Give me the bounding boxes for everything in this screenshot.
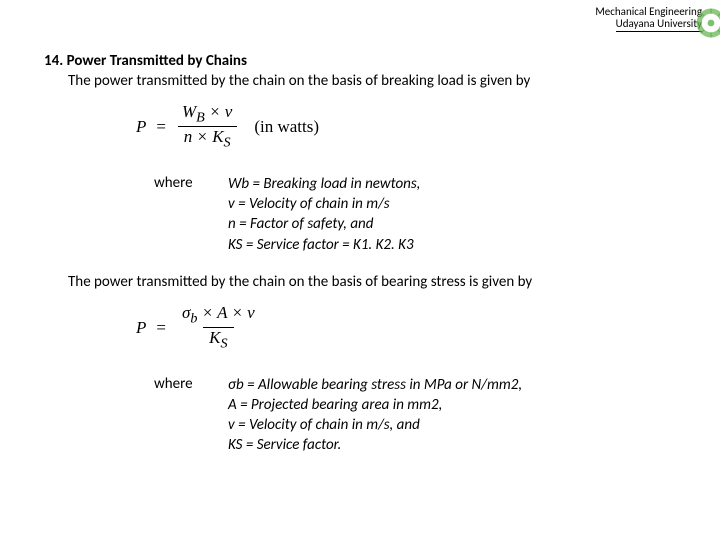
page-header: Mechanical Engineering Udayana Universit… (595, 6, 702, 32)
where-defs-1: Wb = Breaking load in newtons, v = Veloc… (228, 174, 420, 255)
where-label-2: where (154, 375, 228, 456)
formula2-numerator: σb × A × ν (176, 303, 261, 327)
formula1-fraction: WB × ν n × KS (176, 102, 238, 152)
main-content: 14. Power Transmitted by Chains The powe… (44, 52, 700, 474)
header-line2: Udayana University (616, 18, 702, 32)
where-block-2: where σb = Allowable bearing stress in M… (154, 375, 700, 456)
where2-line: v = Velocity of chain in m/s, and (228, 415, 522, 435)
intro-text-2: The power transmitted by the chain on th… (68, 273, 700, 291)
equals-sign: = (156, 318, 166, 338)
where1-line: KS = Service factor = K1. K2. K3 (228, 235, 420, 255)
where2-line: KS = Service factor. (228, 435, 522, 455)
where1-line: n = Factor of safety, and (228, 214, 420, 234)
formula2-denominator: KS (203, 327, 233, 352)
where-label-1: where (154, 174, 228, 255)
section-title: 14. Power Transmitted by Chains (44, 52, 700, 70)
where2-line: σb = Allowable bearing stress in MPa or … (228, 375, 522, 395)
formula-breaking-load: P = WB × ν n × KS (in watts) (136, 102, 700, 152)
formula1-lhs: P (136, 117, 146, 137)
intro-text-1: The power transmitted by the chain on th… (68, 72, 700, 90)
formula1-note: (in watts) (254, 117, 319, 137)
where1-line: Wb = Breaking load in newtons, (228, 174, 420, 194)
formula2-lhs: P (136, 318, 146, 338)
formula1-numerator: WB × ν (176, 102, 238, 126)
where-block-1: where Wb = Breaking load in newtons, v =… (154, 174, 700, 255)
where1-line: v = Velocity of chain in m/s (228, 194, 420, 214)
formula-bearing-stress: P = σb × A × ν KS (136, 303, 700, 353)
formula2-fraction: σb × A × ν KS (176, 303, 261, 353)
where2-line: A = Projected bearing area in mm2, (228, 395, 522, 415)
formula1-denominator: n × KS (178, 126, 237, 151)
where-defs-2: σb = Allowable bearing stress in MPa or … (228, 375, 522, 456)
equals-sign: = (156, 117, 166, 137)
university-logo-icon (694, 6, 720, 40)
